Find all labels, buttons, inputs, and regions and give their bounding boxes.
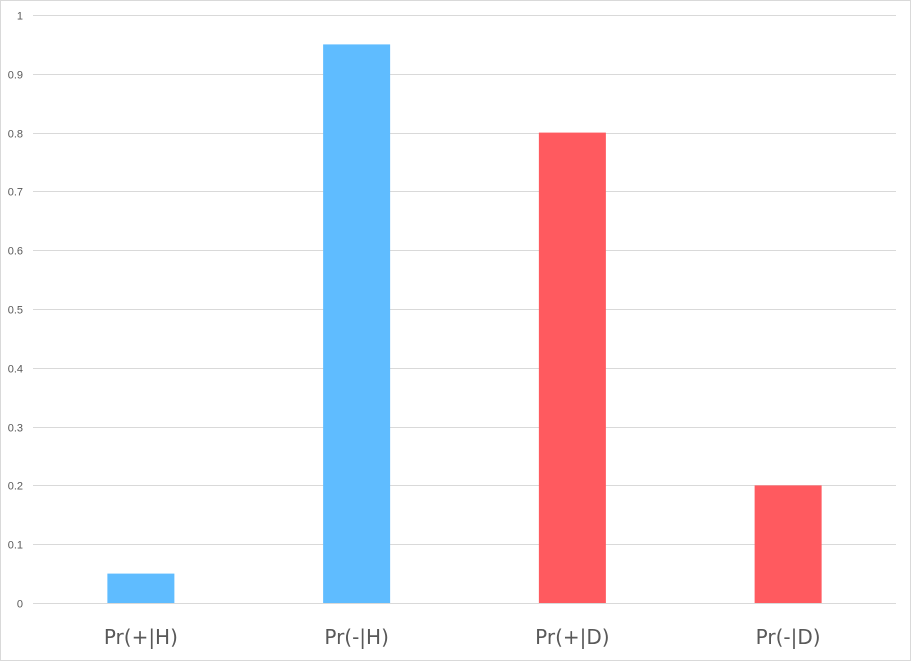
y-tick-label: 0.5 — [8, 305, 23, 317]
y-tick-label: 0.7 — [8, 187, 23, 199]
y-axis-tick-labels: 0 0.1 0.2 0.3 0.4 0.5 0.6 0.7 0.8 0.9 1 — [8, 11, 23, 611]
x-tick-label: Pr(+|H) — [104, 625, 178, 649]
y-tick-label: 0.2 — [8, 481, 23, 493]
bar-2 — [323, 44, 391, 603]
gridlines — [33, 15, 896, 604]
y-tick-label: 0.9 — [8, 70, 23, 82]
y-tick-label: 0 — [17, 599, 23, 611]
y-tick-label: 0.4 — [8, 364, 23, 376]
bar-1 — [107, 573, 175, 603]
x-axis-tick-labels: Pr(+|H) Pr(-|H) Pr(+|D) Pr(-|D) — [104, 625, 821, 649]
x-tick-label: Pr(-|D) — [756, 625, 821, 649]
bar-3 — [538, 132, 606, 603]
x-tick-label: Pr(+|D) — [535, 625, 609, 649]
y-tick-label: 0.6 — [8, 246, 23, 258]
y-tick-label: 1 — [17, 11, 23, 23]
y-tick-label: 0.3 — [8, 423, 23, 435]
y-tick-label: 0.8 — [8, 129, 23, 141]
bars — [107, 44, 822, 603]
bar-4 — [754, 485, 822, 603]
x-tick-label: Pr(-|H) — [324, 625, 389, 649]
y-tick-label: 0.1 — [8, 540, 23, 552]
